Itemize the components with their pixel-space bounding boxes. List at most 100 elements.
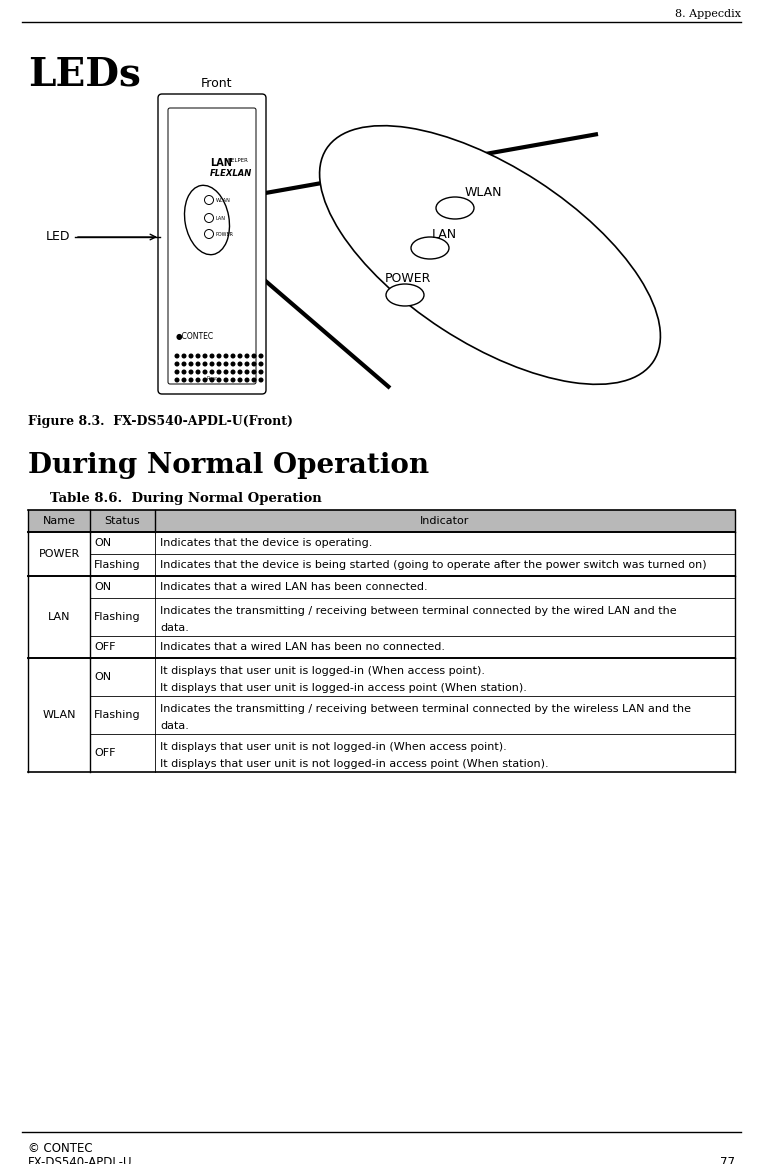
Circle shape xyxy=(175,370,179,374)
Circle shape xyxy=(238,354,242,357)
Text: Indicates that a wired LAN has been no connected.: Indicates that a wired LAN has been no c… xyxy=(160,643,445,652)
Text: ON: ON xyxy=(94,582,111,592)
Circle shape xyxy=(253,354,256,357)
Circle shape xyxy=(175,378,179,382)
Text: ●CONTEC: ●CONTEC xyxy=(176,332,214,341)
Text: © CONTEC: © CONTEC xyxy=(28,1142,92,1155)
Text: It displays that user unit is logged-in (When access point).: It displays that user unit is logged-in … xyxy=(160,666,485,676)
Circle shape xyxy=(217,370,221,374)
Circle shape xyxy=(210,378,214,382)
Text: Indicates the transmitting / receiving between terminal connected by the wired L: Indicates the transmitting / receiving b… xyxy=(160,606,677,616)
Text: 8. Appecdix: 8. Appecdix xyxy=(675,9,741,19)
Text: data.: data. xyxy=(160,623,189,633)
Text: Flashing: Flashing xyxy=(94,612,140,622)
Circle shape xyxy=(245,362,249,365)
Text: It displays that user unit is not logged-in (When access point).: It displays that user unit is not logged… xyxy=(160,741,507,752)
Circle shape xyxy=(245,378,249,382)
Ellipse shape xyxy=(411,237,449,260)
Ellipse shape xyxy=(436,197,474,219)
Circle shape xyxy=(210,370,214,374)
Text: Flashing: Flashing xyxy=(94,710,140,721)
FancyBboxPatch shape xyxy=(28,510,735,532)
Text: Indicator: Indicator xyxy=(420,516,470,526)
Circle shape xyxy=(253,362,256,365)
Text: During Normal Operation: During Normal Operation xyxy=(28,452,429,480)
Text: Figure 8.3.  FX-DS540-APDL-U(Front): Figure 8.3. FX-DS540-APDL-U(Front) xyxy=(28,416,293,428)
Circle shape xyxy=(196,370,200,374)
Circle shape xyxy=(259,370,262,374)
Text: It displays that user unit is logged-in access point (When station).: It displays that user unit is logged-in … xyxy=(160,683,527,693)
Text: POWER: POWER xyxy=(38,549,79,559)
Circle shape xyxy=(231,370,235,374)
Text: WLAN: WLAN xyxy=(216,198,231,203)
Circle shape xyxy=(203,354,207,357)
Circle shape xyxy=(189,378,193,382)
Text: LAN: LAN xyxy=(210,158,232,168)
Circle shape xyxy=(253,370,256,374)
Circle shape xyxy=(217,362,221,365)
Text: LAN: LAN xyxy=(216,215,226,220)
Text: It displays that user unit is not logged-in access point (When station).: It displays that user unit is not logged… xyxy=(160,759,549,769)
Circle shape xyxy=(189,362,193,365)
Text: Indicates that a wired LAN has been connected.: Indicates that a wired LAN has been conn… xyxy=(160,582,427,592)
Circle shape xyxy=(203,378,207,382)
Text: Table 8.6.  During Normal Operation: Table 8.6. During Normal Operation xyxy=(50,492,322,505)
Circle shape xyxy=(224,378,228,382)
Ellipse shape xyxy=(386,284,424,306)
Text: Flashing: Flashing xyxy=(94,560,140,570)
Text: Name: Name xyxy=(43,516,76,526)
Circle shape xyxy=(210,354,214,357)
Text: FLEXLAN: FLEXLAN xyxy=(210,170,253,178)
Text: POWER: POWER xyxy=(385,271,431,284)
Text: WLAN: WLAN xyxy=(42,710,76,721)
Circle shape xyxy=(259,362,262,365)
Circle shape xyxy=(259,378,262,382)
Text: WLAN: WLAN xyxy=(465,186,503,199)
Text: POWER: POWER xyxy=(216,232,234,236)
Circle shape xyxy=(231,378,235,382)
Circle shape xyxy=(210,362,214,365)
Circle shape xyxy=(224,370,228,374)
Text: data.: data. xyxy=(160,721,189,731)
Circle shape xyxy=(231,362,235,365)
Text: Front: Front xyxy=(201,77,233,90)
Circle shape xyxy=(253,378,256,382)
Circle shape xyxy=(182,354,186,357)
Text: HELPER: HELPER xyxy=(227,158,248,163)
Text: Indicates that the device is operating.: Indicates that the device is operating. xyxy=(160,538,372,548)
Text: LAN: LAN xyxy=(432,228,457,241)
Circle shape xyxy=(204,196,214,205)
Circle shape xyxy=(238,378,242,382)
Circle shape xyxy=(217,378,221,382)
Text: LAN: LAN xyxy=(48,612,70,622)
Circle shape xyxy=(175,354,179,357)
Circle shape xyxy=(259,354,262,357)
Circle shape xyxy=(203,370,207,374)
Circle shape xyxy=(182,370,186,374)
Circle shape xyxy=(231,354,235,357)
Ellipse shape xyxy=(185,185,230,255)
Circle shape xyxy=(245,354,249,357)
Text: OFF: OFF xyxy=(94,748,115,758)
Circle shape xyxy=(182,362,186,365)
Circle shape xyxy=(217,354,221,357)
Text: Rear: Rear xyxy=(206,376,217,381)
Text: ON: ON xyxy=(94,538,111,548)
Text: Status: Status xyxy=(105,516,140,526)
Circle shape xyxy=(204,213,214,222)
Circle shape xyxy=(189,354,193,357)
Text: LED: LED xyxy=(46,230,70,243)
FancyBboxPatch shape xyxy=(158,94,266,393)
Circle shape xyxy=(204,229,214,239)
Circle shape xyxy=(238,362,242,365)
Circle shape xyxy=(196,378,200,382)
Text: LEDs: LEDs xyxy=(28,55,141,93)
Text: Indicates that the device is being started (going to operate after the power swi: Indicates that the device is being start… xyxy=(160,560,707,570)
Circle shape xyxy=(175,362,179,365)
Text: FX-DS540-APDL-U: FX-DS540-APDL-U xyxy=(28,1156,133,1164)
Text: Indicates the transmitting / receiving between terminal connected by the wireles: Indicates the transmitting / receiving b… xyxy=(160,704,691,714)
Circle shape xyxy=(203,362,207,365)
Circle shape xyxy=(224,354,228,357)
Circle shape xyxy=(224,362,228,365)
Circle shape xyxy=(196,362,200,365)
